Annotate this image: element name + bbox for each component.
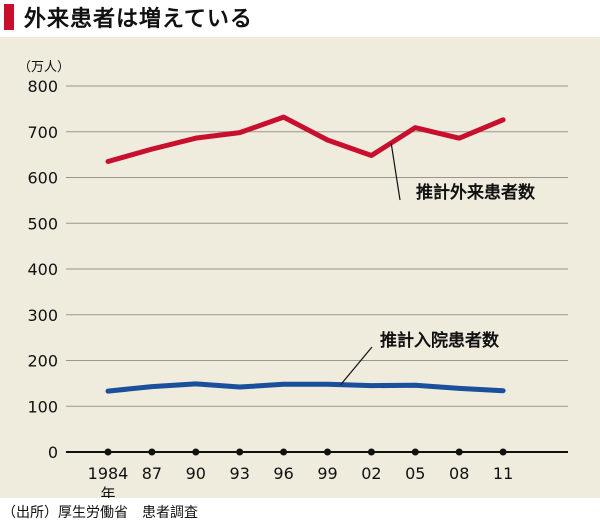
title-accent-mark <box>4 4 14 30</box>
y-tick-label: 400 <box>27 260 58 279</box>
x-tick-label: 96 <box>273 464 293 483</box>
x-tick-dot <box>499 448 507 456</box>
y-tick-label: 700 <box>27 123 58 142</box>
x-tick-dot <box>280 448 288 456</box>
y-tick-label: 600 <box>27 169 58 188</box>
x-tick-label: 1984 <box>88 464 129 483</box>
y-tick-label: 300 <box>27 306 58 325</box>
x-tick-dot <box>148 448 156 456</box>
x-tick-dot <box>104 448 112 456</box>
x-tick-dot <box>192 448 200 456</box>
x-tick-label: 93 <box>230 464 250 483</box>
x-tick-label: 11 <box>493 464 513 483</box>
y-tick-label: 800 <box>27 77 58 96</box>
series-label: 推計入院患者数 <box>380 330 500 351</box>
y-axis-unit-label: （万人） <box>18 60 70 75</box>
series-line-outpatient <box>105 114 506 164</box>
x-tick-dot <box>236 448 244 456</box>
x-tick-label: 02 <box>361 464 381 483</box>
y-tick-label: 100 <box>27 397 58 416</box>
line-chart: （万人） 0 100 200 300 400 500 600 700 800 1984 87 90 9… <box>18 60 568 503</box>
y-tick-label: 0 <box>48 443 58 462</box>
chart-title: 外来患者は増えている <box>24 7 253 32</box>
annotation-leader-line <box>340 346 373 386</box>
source-note: （出所）厚生労働省 患者調査 <box>2 505 198 521</box>
title-bar: 外来患者は増えている <box>0 0 600 34</box>
series-line-inpatient <box>105 381 506 394</box>
annotation-leader-line <box>390 142 401 201</box>
gridlines <box>66 85 568 407</box>
x-tick-label: 99 <box>317 464 337 483</box>
x-tick-dot <box>411 448 419 456</box>
x-unit-suffix: 年 <box>100 485 115 498</box>
x-tick-dot <box>455 448 463 456</box>
series-label: 推計外来患者数 <box>416 182 536 203</box>
x-tick-label: 87 <box>142 464 162 483</box>
y-tick-label: 500 <box>27 214 58 233</box>
chart-panel: （万人） 0 100 200 300 400 500 600 700 800 1984 87 90 9… <box>0 37 600 503</box>
x-tick-label: 05 <box>405 464 425 483</box>
x-tick-dot <box>324 448 331 456</box>
x-tick-dot <box>367 448 375 456</box>
x-axis: 1984 87 90 93 96 99 02 05 08 11 年 <box>66 448 568 503</box>
x-tick-label: 08 <box>449 464 469 483</box>
y-tick-labels: 0 100 200 300 400 500 600 700 800 <box>27 77 58 462</box>
series-lines <box>105 114 506 394</box>
x-tick-label: 90 <box>186 464 206 483</box>
y-tick-label: 200 <box>27 352 58 371</box>
